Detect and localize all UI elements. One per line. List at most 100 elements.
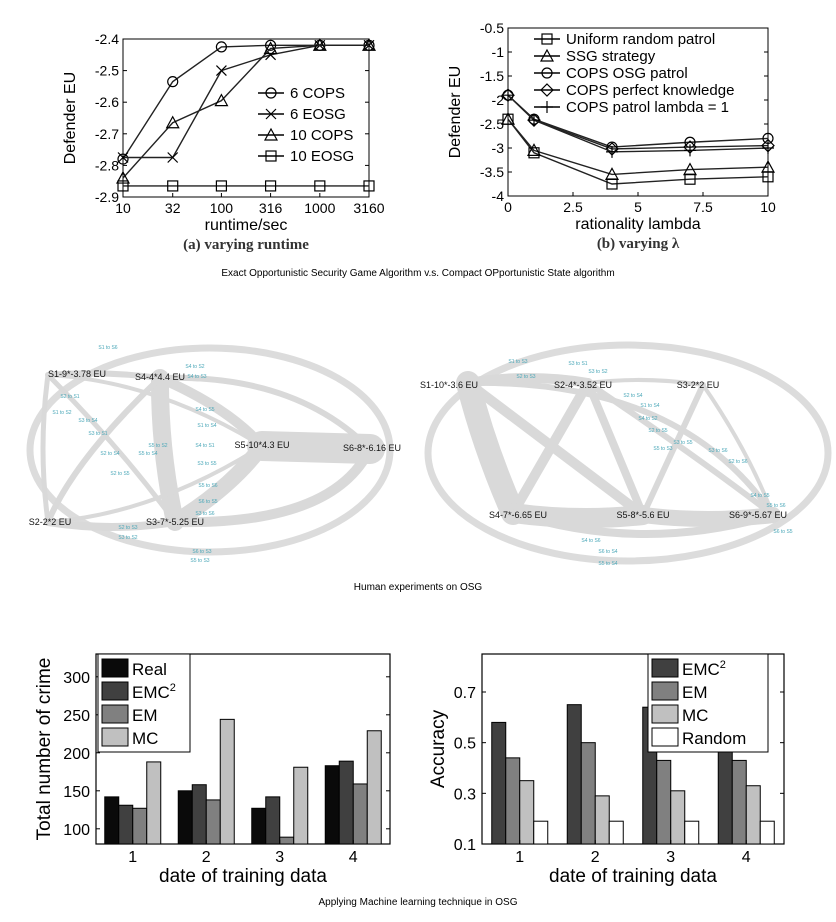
bar [731, 759, 747, 845]
data-point [500, 111, 516, 125]
x-tick-label: 4 [349, 849, 358, 866]
edge-label: S5 to S6 [198, 483, 217, 489]
legend-label: EMC2 [132, 682, 176, 702]
legend-label: Uniform random patrol [566, 31, 715, 48]
x-tick-label: 10 [760, 199, 776, 215]
data-point [165, 115, 180, 129]
y-tick-label: -1 [492, 44, 505, 60]
y-tick-label: -3 [492, 140, 505, 156]
bar [745, 785, 761, 845]
network-edge [247, 431, 385, 464]
y-tick-label: -2.7 [95, 126, 119, 142]
node-label: S2-2*2 EU [29, 517, 72, 527]
edge-label: S5 to S4 [598, 561, 617, 567]
bar [519, 780, 535, 845]
edge-label: S6 to S3 [192, 549, 211, 555]
node-label: S3-2*2 EU [677, 380, 720, 390]
edge-label: S6 to S4 [598, 549, 617, 555]
bar [684, 820, 700, 845]
data-point [361, 38, 377, 51]
data-point [264, 39, 277, 51]
x-tick-label: 7.5 [693, 199, 713, 215]
edge-label: S1 to S3 [508, 359, 527, 365]
data-point [215, 65, 227, 77]
caption-middle: Human experiments on OSG [353, 582, 483, 593]
x-tick-label: 32 [165, 200, 181, 216]
bar [293, 766, 309, 845]
bar [251, 807, 267, 845]
node-label: S4-4*4.4 EU [135, 372, 185, 382]
accuracy-bar-chart: 1 2 3 4 0.7 0.5 0.3 0.1 date of training data Acc… [428, 653, 785, 887]
bar [324, 765, 340, 845]
bar [352, 783, 368, 845]
x-tick-label: 3 [666, 849, 675, 866]
bar [219, 718, 235, 845]
legend-swatch [101, 704, 129, 724]
node-label: S4-7*-6.65 EU [489, 510, 547, 520]
edge-label: S2 to S5 [110, 471, 129, 477]
node-label: S1-10*-3.6 EU [420, 380, 478, 390]
y-tick-label: -2 [492, 92, 505, 108]
legend-swatch [101, 681, 129, 701]
network-edge [701, 383, 775, 517]
network-edge [45, 375, 163, 525]
bar [566, 704, 582, 845]
network-edge [585, 380, 776, 518]
edge-label: S3 to S6 [708, 448, 727, 454]
data-point [762, 142, 774, 154]
bar [338, 760, 354, 845]
node-label: S3-7*-5.25 EU [146, 517, 204, 527]
x-tick-label: 2 [591, 849, 600, 866]
x-tick-label: 3160 [353, 200, 384, 216]
data-point [314, 180, 326, 192]
data-point [760, 159, 776, 173]
edge-label: S3 to S2 [118, 535, 137, 541]
edge-label: S2 to S1 [60, 394, 79, 400]
edge-label: S6 to S5 [773, 529, 792, 535]
network-edge [157, 374, 373, 452]
network-edge [46, 444, 264, 524]
legend-superscript: 2 [720, 659, 726, 671]
legend-label: EM [132, 706, 158, 725]
legend-swatch [101, 727, 129, 747]
x-tick-label: 5 [634, 199, 642, 215]
bar [580, 742, 596, 845]
data-point [167, 76, 179, 88]
legend-superscript: 2 [170, 682, 176, 694]
bar [491, 721, 507, 845]
series-line [507, 118, 769, 176]
legend-label: COPS perfect knowledge [566, 82, 734, 99]
edge-label: S4 to S2 [638, 416, 657, 422]
network-edge [167, 438, 270, 530]
edge-label: S3 to S2 [588, 369, 607, 375]
node-label: S6-8*-6.16 EU [343, 443, 401, 453]
edge-label: S5 to S4 [138, 451, 157, 457]
edge-label: S3 to S1 [88, 431, 107, 437]
legend-marker [539, 48, 555, 62]
bar [191, 784, 207, 845]
x-tick-label: 10 [115, 200, 131, 216]
bar [656, 759, 672, 845]
network-outer-edge [424, 341, 832, 565]
network-left: S1 to S6 S4 to S2 S4 to S3 S4 to S5 S1 to S4… [26, 344, 401, 564]
edge-label: S4 to S1 [195, 443, 214, 449]
y-axis-label: Defender EU [62, 72, 79, 165]
bar [177, 790, 193, 845]
network-outer-edge [26, 344, 394, 556]
data-point [528, 114, 540, 127]
data-point [312, 38, 327, 51]
legend-label: EM [682, 683, 708, 702]
edge-label: S4 to S5 [195, 407, 214, 413]
legend-label: COPS OSG patrol [566, 65, 688, 82]
legend-label: COPS patrol lambda = 1 [566, 99, 729, 116]
x-axis-label: rationality lambda [575, 216, 701, 233]
data-point [215, 41, 228, 53]
y-tick-label: 0.3 [454, 786, 476, 803]
bar [118, 804, 134, 845]
data-point [684, 144, 696, 157]
x-tick-label: 2.5 [563, 199, 583, 215]
bar [505, 757, 521, 845]
edge-label: S3 to S5 [673, 440, 692, 446]
edge-label: S4 to S3 [187, 374, 206, 380]
y-tick-label: -1.5 [480, 68, 504, 84]
